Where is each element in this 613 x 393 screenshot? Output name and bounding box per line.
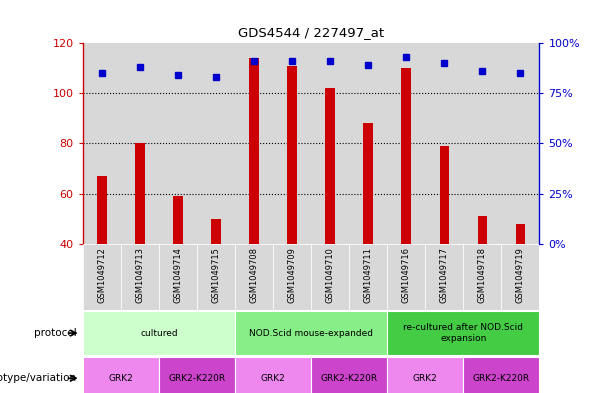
Bar — [83, 244, 121, 310]
Bar — [425, 244, 463, 310]
Bar — [349, 244, 387, 310]
Bar — [197, 43, 235, 244]
Text: GSM1049716: GSM1049716 — [402, 247, 411, 303]
Bar — [159, 244, 197, 310]
Bar — [135, 143, 145, 244]
Bar — [516, 224, 525, 244]
Bar — [311, 356, 387, 393]
Bar — [97, 176, 107, 244]
Bar — [425, 43, 463, 244]
Title: GDS4544 / 227497_at: GDS4544 / 227497_at — [238, 26, 384, 39]
Bar — [311, 43, 349, 244]
Bar — [463, 244, 501, 310]
Text: cultured: cultured — [140, 329, 178, 338]
Bar — [478, 216, 487, 244]
Text: NOD.Scid mouse-expanded: NOD.Scid mouse-expanded — [249, 329, 373, 338]
Bar — [273, 43, 311, 244]
Bar — [159, 356, 235, 393]
Text: GSM1049719: GSM1049719 — [516, 247, 525, 303]
Text: GRK2: GRK2 — [109, 374, 133, 383]
Bar — [235, 311, 387, 355]
Text: GRK2-K220R: GRK2-K220R — [473, 374, 530, 383]
Text: re-cultured after NOD.Scid
expansion: re-cultured after NOD.Scid expansion — [403, 323, 524, 343]
Bar — [364, 123, 373, 244]
Bar — [349, 43, 387, 244]
Text: genotype/variation: genotype/variation — [0, 373, 77, 383]
Text: GSM1049709: GSM1049709 — [287, 247, 297, 303]
Text: GRK2: GRK2 — [261, 374, 286, 383]
Text: GSM1049711: GSM1049711 — [364, 247, 373, 303]
Text: GSM1049714: GSM1049714 — [173, 247, 183, 303]
Text: GSM1049715: GSM1049715 — [211, 247, 221, 303]
Bar — [463, 43, 501, 244]
Text: GRK2: GRK2 — [413, 374, 438, 383]
Bar — [501, 43, 539, 244]
Bar — [402, 68, 411, 244]
Bar — [249, 58, 259, 244]
Bar — [311, 244, 349, 310]
Bar — [326, 88, 335, 244]
Bar — [211, 219, 221, 244]
Text: GRK2-K220R: GRK2-K220R — [169, 374, 226, 383]
Bar — [83, 43, 121, 244]
Bar — [463, 356, 539, 393]
Bar — [173, 196, 183, 244]
Bar — [159, 43, 197, 244]
Text: GRK2-K220R: GRK2-K220R — [321, 374, 378, 383]
Text: protocol: protocol — [34, 328, 77, 338]
Bar — [440, 146, 449, 244]
Bar — [387, 244, 425, 310]
Bar — [273, 244, 311, 310]
Bar — [83, 356, 159, 393]
Bar — [387, 311, 539, 355]
Bar — [235, 43, 273, 244]
Text: GSM1049710: GSM1049710 — [326, 247, 335, 303]
Bar — [235, 356, 311, 393]
Bar — [387, 43, 425, 244]
Bar — [501, 244, 539, 310]
Bar — [197, 244, 235, 310]
Bar — [121, 244, 159, 310]
Bar — [387, 356, 463, 393]
Bar — [287, 66, 297, 244]
Bar — [121, 43, 159, 244]
Text: GSM1049708: GSM1049708 — [249, 247, 259, 303]
Bar — [83, 311, 235, 355]
Text: GSM1049718: GSM1049718 — [478, 247, 487, 303]
Text: GSM1049717: GSM1049717 — [440, 247, 449, 303]
Text: GSM1049712: GSM1049712 — [97, 247, 106, 303]
Bar — [235, 244, 273, 310]
Text: GSM1049713: GSM1049713 — [135, 247, 144, 303]
